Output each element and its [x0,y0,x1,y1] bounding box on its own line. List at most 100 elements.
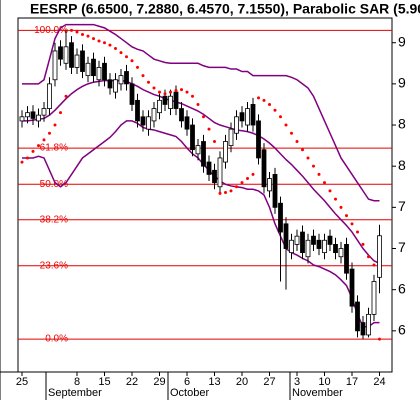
sar-dot [108,43,112,47]
candle-body [206,161,212,175]
sar-dot [185,90,189,94]
sar-dot [251,172,255,176]
sar-dot [86,34,90,38]
sar-dot [372,263,376,267]
candle-body [47,83,52,109]
x-tick-label: 27 [263,376,275,388]
sar-dot [180,88,183,92]
candle-body [135,99,140,122]
candle-body [63,46,69,64]
candle-body [85,62,91,77]
candle-body [371,281,377,315]
sar-dot [196,102,200,106]
x-tick-label: 22 [126,376,138,388]
candle-body [349,268,355,307]
candle-body [173,91,179,109]
candle-body [283,223,289,249]
sar-dot [378,337,381,341]
x-tick-label: 24 [373,376,385,388]
candle-body [113,79,118,93]
fib-label: 100.0% [34,25,68,36]
sar-dot [323,181,326,185]
candle-body [278,202,283,233]
y-tick-label: 9 [398,33,406,49]
candle-body [151,108,157,122]
month-label: September [48,387,102,399]
sar-dot [356,230,359,234]
candle-body [129,83,135,105]
sar-dot [152,86,156,90]
sar-dot [114,46,117,50]
candle-body [344,243,349,274]
sar-dot [130,59,134,63]
candle-body [30,111,36,119]
candle-body [102,62,107,81]
sar-dot [367,255,370,259]
candle-body [146,116,151,130]
sar-dot [284,123,288,127]
candle-body [201,141,206,167]
x-tick-label: 10 [318,376,330,388]
sar-dot [235,185,238,189]
candle-body [272,174,278,208]
sar-dot [59,111,62,115]
y-tick-label: 7 [398,239,406,255]
candle-body [267,178,272,192]
sar-dot [70,28,73,32]
fib-label: 50.0% [40,179,68,190]
sar-dot [119,51,123,55]
sar-dot [273,108,277,112]
candle-body [311,235,316,245]
middle-band [22,79,380,265]
lower-band [22,120,380,328]
candle-body [140,116,146,126]
candle-body [338,248,344,258]
y-tick-label: 7 [398,198,406,214]
month-label: November [292,387,343,399]
candle-body [261,149,267,188]
upper-band [22,23,380,202]
sar-dot [290,131,293,135]
candle-body [52,50,58,81]
sar-dot [169,90,172,94]
candle-body [316,239,322,249]
fib-label: 61.8% [40,143,68,154]
x-tick-label: 20 [236,376,248,388]
y-tick-label: 6 [398,322,406,338]
candle-body [195,145,201,155]
x-tick-label: 6 [184,376,190,388]
sar-dot [339,205,343,209]
sar-dot [31,149,35,153]
sar-dot [53,123,57,127]
sar-dot [125,55,128,59]
candle-body [294,235,300,245]
y-tick-label: 6 [398,280,406,296]
candle-body [289,239,294,254]
sar-dot [37,144,40,148]
sar-dot [262,98,266,102]
fib-label: 0.0% [45,334,68,345]
sar-dot [246,177,249,181]
sar-dot [229,189,233,193]
candle-body [124,71,129,85]
candle-body [228,128,234,147]
sar-dot [103,41,106,45]
candle-body [36,114,41,122]
x-tick-label: 25 [16,376,28,388]
sar-dot [48,131,51,135]
sar-dot [147,80,150,84]
candle-body [217,157,223,188]
sar-dot [158,90,161,94]
candle-body [168,95,173,109]
fib-label: 38.2% [40,214,68,225]
sar-dot [42,138,46,142]
candle-body [96,66,102,81]
candle-body [157,99,162,114]
candle-body [234,116,239,134]
candle-body [239,112,245,122]
y-tick-label: 9 [398,75,406,91]
candle-body [107,79,113,89]
fib-label: 23.6% [40,260,68,271]
candle-body [355,301,360,332]
sar-dot [279,115,282,119]
